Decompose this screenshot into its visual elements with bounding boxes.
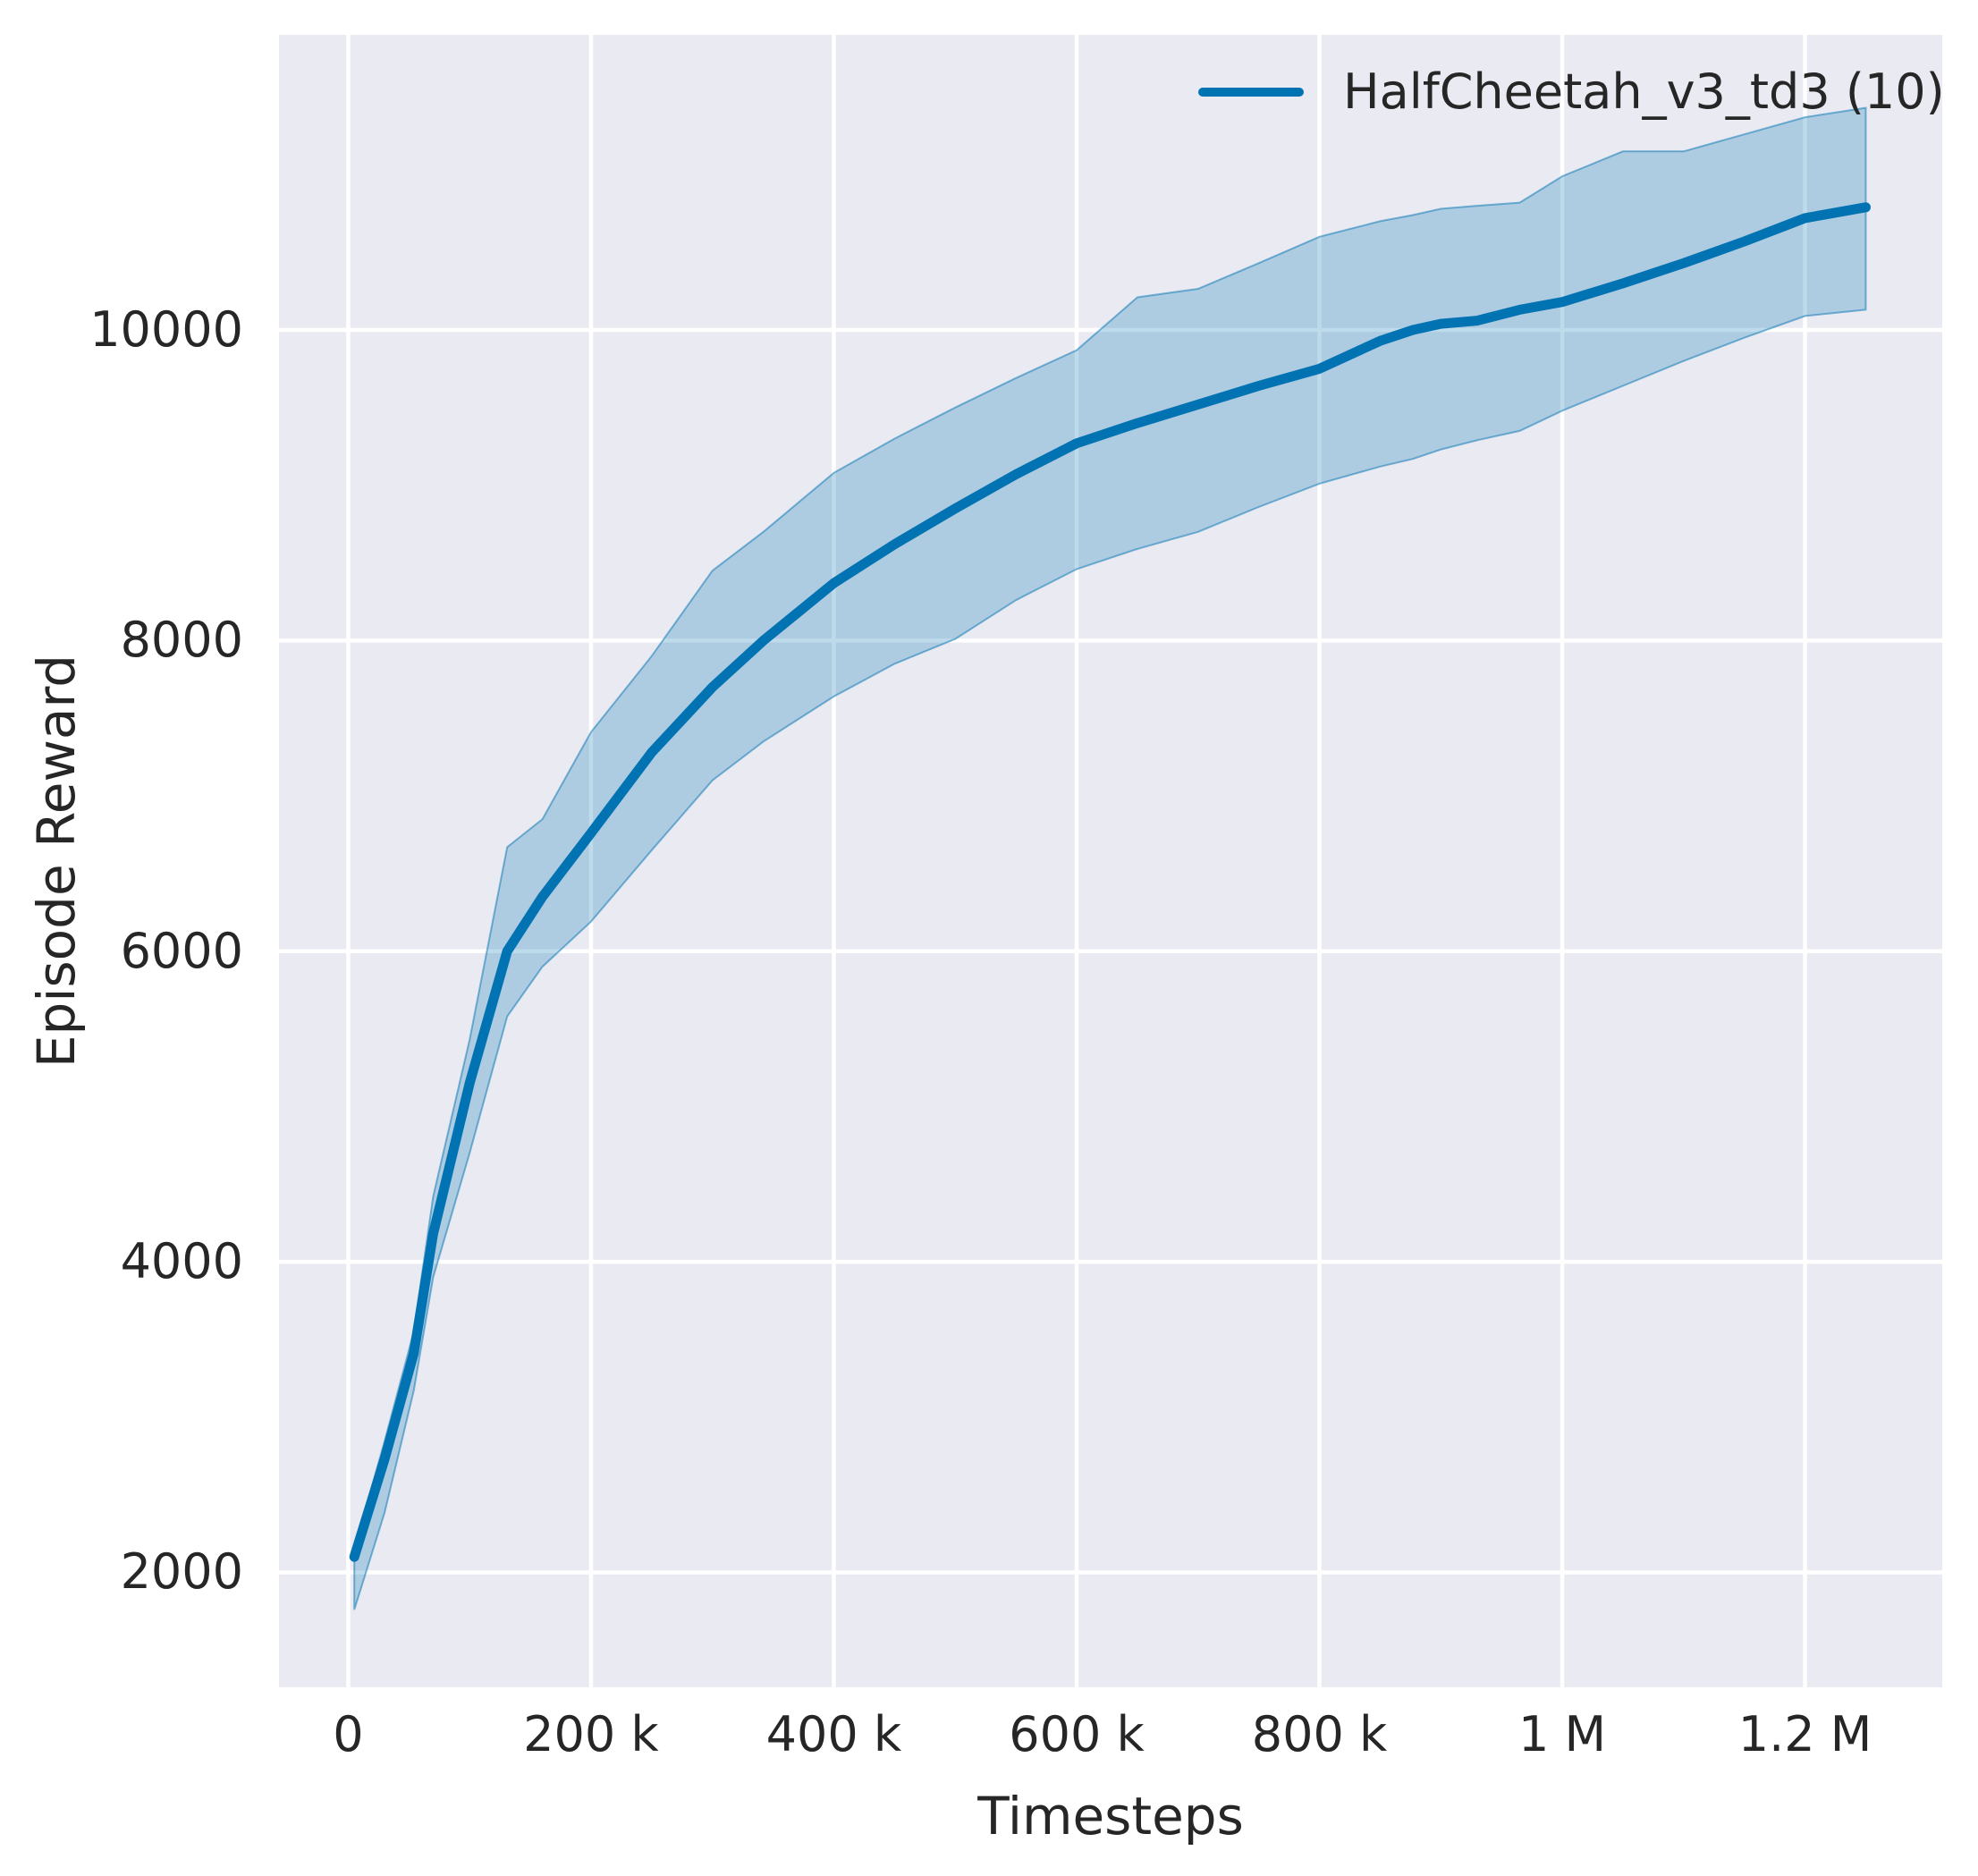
mean-line-0 — [349, 202, 1871, 1562]
y-tick-label: 6000 — [120, 922, 243, 979]
x-tick-label: 0 — [333, 1706, 364, 1762]
legend-line-sample — [1198, 88, 1304, 97]
legend-label: HalfCheetah_v3_td3 (10) — [1343, 63, 1945, 120]
x-tick-label: 800 k — [1251, 1706, 1388, 1762]
y-axis-label: Episode Reward — [26, 654, 87, 1069]
legend: HalfCheetah_v3_td3 (10) — [1198, 63, 1945, 120]
confidence-band-0 — [353, 106, 1867, 1610]
x-tick-label: 400 k — [765, 1706, 902, 1762]
x-axis-label: Timesteps — [977, 1786, 1244, 1846]
x-tick-label: 1 M — [1517, 1706, 1607, 1762]
plot-area — [279, 35, 1942, 1687]
x-tick-label: 200 k — [523, 1706, 659, 1762]
y-tick-label: 2000 — [120, 1543, 243, 1601]
x-tick-label: 600 k — [1009, 1706, 1145, 1762]
y-tick-label: 4000 — [120, 1233, 243, 1290]
x-tick-label: 1.2 M — [1737, 1706, 1872, 1762]
y-tick-label: 8000 — [120, 612, 243, 669]
y-tick-label: 10000 — [89, 301, 243, 358]
